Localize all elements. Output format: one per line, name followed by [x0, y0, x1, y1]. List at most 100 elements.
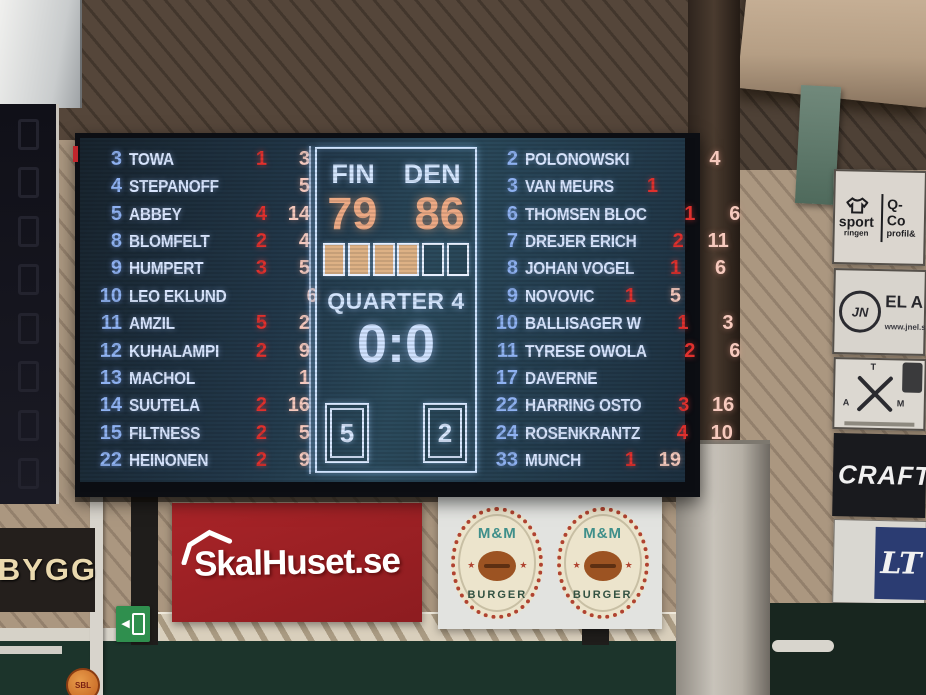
player-points: 6 [729, 202, 741, 225]
player-name: KUHALAMPI [129, 340, 220, 361]
mm-logo-subtitle: BURGER [572, 589, 633, 602]
team-codes: FIN DEN [323, 159, 468, 190]
player-points: 14 [287, 202, 310, 225]
player-points: 5 [298, 421, 310, 444]
player-number: 9 [506, 284, 518, 307]
left-arrow-icon: ◀ [121, 617, 130, 630]
player-points: 10 [710, 421, 733, 444]
home-player-row: 9 HUMPERT 3 5 [80, 256, 310, 282]
player-name: AMZIL [129, 313, 175, 334]
atm-letter-m: M [896, 398, 905, 409]
player-name: DREJER ERICH [525, 231, 637, 251]
player-name: VAN MEURS [525, 176, 614, 197]
player-fouls: 2 [255, 230, 267, 252]
bonus-box-filled [373, 243, 396, 277]
player-number: 8 [506, 257, 518, 280]
lt-sign: LT [832, 519, 926, 605]
away-team-code: DEN [403, 159, 461, 189]
unlit-digit [17, 312, 39, 344]
away-score: 86 [414, 188, 465, 239]
home-bonus-boxes [323, 243, 396, 277]
bonus-box-filled [396, 243, 419, 277]
away-player-row: 22 HARRING OSTO 3 16 [482, 393, 734, 419]
mm-logo-title: M&M [583, 524, 623, 542]
player-name: ROSENKRANTZ [525, 422, 641, 443]
mm-logo-center: ★ ★ [467, 550, 527, 581]
sbl-badge-text: SBL [75, 680, 91, 690]
away-player-row: 17 DAVERNE [482, 365, 685, 391]
sportringen-logo: sport ringen [839, 196, 875, 238]
home-player-row: 11 AMZIL 5 2 [80, 311, 310, 337]
player-fouls: 2 [255, 449, 267, 471]
player-points: 6 [714, 257, 727, 280]
player-fouls: 1 [624, 284, 636, 307]
player-name: DAVERNE [525, 367, 598, 388]
bonus-box-empty [421, 243, 444, 277]
away-bonus-boxes [396, 243, 469, 277]
jn-logo-text: JN [851, 303, 869, 320]
player-name: TOWA [129, 148, 174, 169]
mm-logo-title: M&M [477, 524, 517, 542]
player-fouls: 1 [684, 202, 696, 225]
home-player-row: 22 HEINONEN 2 9 [80, 448, 310, 474]
player-points: 5 [298, 175, 310, 198]
star-icon: ★ [624, 560, 633, 570]
away-player-row: 11 TYRESE OWOLA 2 6 [482, 338, 741, 364]
upper-wood-wall [55, 0, 700, 140]
home-team-fouls: 5 [339, 417, 355, 448]
jn-logo-icon: JN [838, 290, 882, 334]
away-player-row: 7 DREJER ERICH 2 11 [482, 229, 729, 255]
player-name: BLOMFELT [129, 231, 210, 251]
player-number: 3 [110, 147, 122, 170]
jnel-sign: JN EL A www.jnel.se [832, 268, 926, 356]
skalhuset-sign-text: SkalHuset.se [181, 529, 401, 585]
exit-sign: ◀ [116, 606, 150, 642]
player-number: 3 [506, 175, 518, 198]
player-name: NOVOVIC [525, 285, 595, 306]
away-player-row: 24 ROSENKRANTZ 4 10 [482, 420, 733, 446]
home-player-row: 15 FILTNESS 2 5 [80, 420, 310, 446]
craft-sign: CRAFT [832, 433, 926, 518]
player-points: 9 [298, 449, 310, 471]
player-fouls: 2 [684, 339, 696, 362]
player-points: 6 [306, 284, 318, 307]
fine-print [844, 421, 915, 427]
away-team-fouls-box: 2 [423, 403, 467, 463]
player-number: 12 [99, 339, 122, 362]
burger-patty [589, 563, 616, 568]
home-player-row: 8 BLOMFELT 2 4 [80, 229, 310, 255]
away-team-fouls: 2 [437, 417, 453, 448]
profil-text: profil& [886, 228, 916, 239]
player-fouls: 3 [255, 257, 267, 280]
player-number: 22 [99, 449, 122, 471]
game-clock: 0:0 [356, 314, 436, 375]
scoreboard-led-panel: 3 TOWA 1 3 4 STEPANOFF 5 5 ABBEY 4 14 8 BLOMFELT 2… [80, 138, 741, 482]
player-number: 15 [99, 421, 122, 444]
mm-logo-subtitle: BURGER [467, 589, 528, 602]
skalhuset-sign: SkalHuset.se [172, 503, 422, 622]
unlit-digit [17, 215, 39, 247]
player-number: 8 [110, 230, 122, 252]
mm-logo-center: ★ ★ [573, 550, 633, 581]
lt-logo-text: LT [880, 545, 922, 582]
away-player-row: 10 BALLISAGER W 1 3 [482, 311, 734, 337]
jnel-text: EL A www.jnel.se [885, 292, 926, 332]
player-number: 6 [506, 202, 518, 225]
player-points: 3 [298, 147, 310, 170]
player-fouls: 1 [646, 175, 659, 198]
player-name: LEO EKLUND [129, 285, 227, 306]
player-fouls: 1 [624, 449, 636, 471]
bygg-sign-text: BYGG [0, 552, 98, 587]
home-player-row: 12 KUHALAMPI 2 9 [80, 338, 310, 364]
burger-icon [583, 550, 622, 581]
player-name: BALLISAGER W [525, 313, 641, 334]
bygg-sign: BYGG [0, 528, 95, 612]
player-points: 3 [722, 312, 734, 335]
player-number: 33 [495, 449, 518, 471]
sportringen-sign: sport ringen Q-Co profil& [832, 169, 926, 266]
home-score: 79 [327, 188, 378, 239]
player-points: 4 [298, 230, 310, 252]
player-fouls: 1 [255, 147, 267, 170]
player-name: HEINONEN [129, 450, 209, 470]
